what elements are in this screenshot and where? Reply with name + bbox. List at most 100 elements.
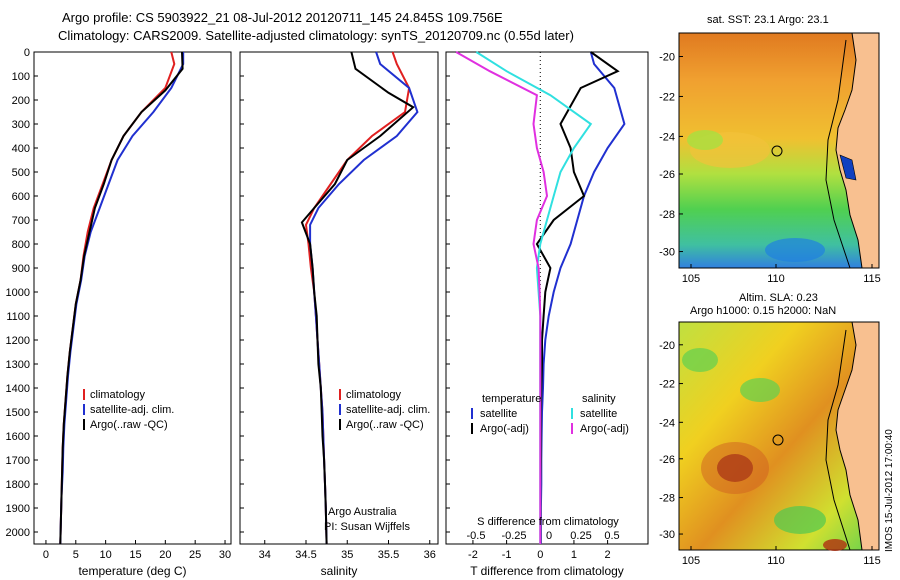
top-axis-tick: 0.5 [604,530,619,542]
legend-label: Argo(..raw -QC) [90,419,168,431]
map-y-tick-label: -22 [659,91,675,103]
x-axis-label: temperature (deg C) [78,564,186,578]
sst-map-title: sat. SST: 23.1 Argo: 23.1 [707,14,829,26]
y-tick-label: 300 [12,119,30,131]
sst-cool-patch [765,238,825,262]
legend-label: temperature [482,393,541,405]
series-line-salinity-argo-adj- [455,51,549,544]
legend-label: climatology [346,389,402,401]
x-tick-label: 34 [259,549,271,561]
y-tick-label: 1000 [6,287,30,299]
x-axis-label: T difference from climatology [470,564,624,578]
title-line-1: Argo profile: CS 5903922_21 08-Jul-2012 … [62,10,503,25]
y-tick-label: 0 [24,47,30,59]
y-tick-label: 900 [12,263,30,275]
sla-title-2: Argo h1000: 0.15 h2000: NaN [690,305,836,317]
x-tick-label: 34.5 [295,549,316,561]
x-tick-label: 0 [537,549,543,561]
sla-title-1: Altim. SLA: 0.23 [739,292,818,304]
map-y-tick-label: -20 [659,340,675,352]
y-tick-label: 500 [12,167,30,179]
x-tick-label: 5 [73,549,79,561]
y-tick-label: 1900 [6,503,30,515]
x-tick-label: 0 [43,549,49,561]
sla-red-2 [823,539,847,551]
x-tick-label: -2 [468,549,478,561]
map-x-tick-label: 110 [767,555,785,567]
top-axis-label: S difference from climatology [477,516,619,528]
panel-2: 34 34.5 35 35.5 36 salinity climatology satelli… [239,51,439,578]
legend-label: Argo(..raw -QC) [346,419,424,431]
sla-land [835,321,880,551]
legend-label: Argo(-adj) [480,423,529,435]
map-x-tick-label: 110 [767,273,785,285]
x-tick-label: 1 [571,549,577,561]
map-y-tick-label: -30 [659,529,675,541]
sla-green-2 [774,506,826,534]
top-axis-tick: 0.25 [570,530,591,542]
y-tick-label: 700 [12,215,30,227]
y-tick-label: 1200 [6,335,30,347]
map-y-tick-label: -30 [659,247,675,259]
y-tick-label: 1400 [6,383,30,395]
x-tick-label: 15 [129,549,141,561]
legend-label: salinity [582,393,616,405]
y-tick-label: 1100 [6,311,30,323]
series-line-argo-raw-qc- [59,51,184,545]
annotation-line-2: PI: Susan Wijffels [324,521,410,533]
map-y-tick-label: -26 [659,169,675,181]
y-tick-label: 1700 [6,455,30,467]
map-x-tick-label: 105 [682,555,700,567]
y-tick-label: 100 [12,71,30,83]
top-axis-tick: 0 [546,530,552,542]
map-y-tick-label: -28 [659,209,675,221]
map-y-tick-label: -20 [659,52,675,64]
sla-mid [701,442,769,494]
sla-shelf-line [825,329,851,551]
sla-green-1 [740,378,780,402]
map-x-tick-label: 105 [682,273,700,285]
x-axis-label: salinity [321,564,358,578]
sst-map: sat. SST: 23.1 Argo: 23.1 [659,14,881,285]
top-axis-tick: -0.25 [501,530,526,542]
legend-label: satellite [580,408,617,420]
map-y-tick-label: -24 [659,131,675,143]
x-tick-label: 30 [219,549,231,561]
y-tick-label: 2000 [6,527,30,539]
sla-argo-marker [772,434,784,446]
x-tick-label: 35 [341,549,353,561]
map-y-tick-label: -22 [659,379,675,391]
sst-shelf-line [825,39,851,269]
y-tick-label: 600 [12,191,30,203]
map-y-tick-label: -26 [659,454,675,466]
map-x-tick-label: 115 [863,555,881,567]
x-tick-label: 20 [159,549,171,561]
map-y-tick-label: -24 [659,417,675,429]
legend-label: satellite-adj. clim. [346,404,430,416]
y-tick-label: 1800 [6,479,30,491]
sla-green-3 [682,348,718,372]
timestamp-stamp: IMOS 15-Jul-2012 17:00:40 [884,429,895,552]
y-tick-label: 400 [12,143,30,155]
top-axis-tick: -0.5 [467,530,486,542]
x-tick-label: 10 [100,549,112,561]
x-tick-label: 36 [424,549,436,561]
plot-frame [445,51,649,545]
legend-label: satellite [480,408,517,420]
sst-argo-marker [771,145,783,157]
x-tick-label: -1 [502,549,512,561]
y-tick-label: 800 [12,239,30,251]
y-tick-label: 1500 [6,407,30,419]
y-tick-label: 200 [12,95,30,107]
sst-green-patch [687,130,723,150]
x-tick-label: 35.5 [378,549,399,561]
panel-1: 0 5 10 15 20 25 30 temperature (deg C) 0 100 200 30… [6,47,232,578]
legend-label: climatology [90,389,146,401]
panel-3: -2 -1 0 1 2 T difference from climatology temp… [445,51,649,578]
x-tick-label: 2 [605,549,611,561]
legend-label: satellite-adj. clim. [90,404,174,416]
map-x-tick-label: 115 [863,273,881,285]
legend-label: Argo(-adj) [580,423,629,435]
y-tick-label: 1300 [6,359,30,371]
